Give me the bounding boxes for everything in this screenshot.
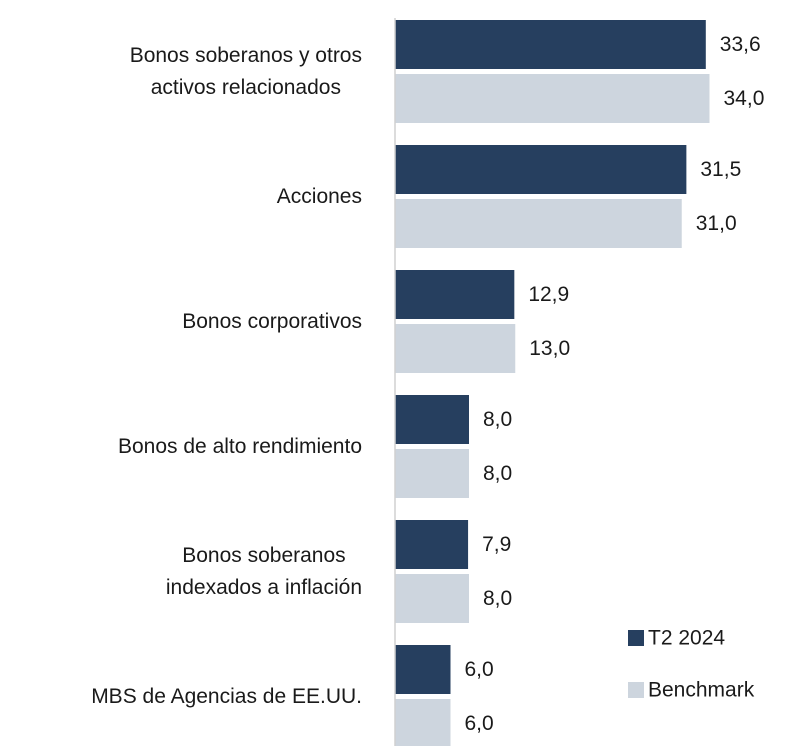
value-label: 31,5: [700, 158, 741, 181]
category-text: Bonos soberanos y otros activos relacion…: [129, 43, 362, 99]
bar: [395, 145, 687, 194]
value-label: 8,0: [483, 587, 512, 610]
legend-swatch: [628, 682, 644, 698]
value-label: 33,6: [720, 33, 761, 56]
bar: [395, 199, 682, 248]
category-label: Bonos corporativos: [0, 306, 362, 338]
value-label: 8,0: [483, 462, 512, 485]
bar: [395, 324, 516, 373]
value-label: 8,0: [483, 408, 512, 431]
bar: [395, 645, 451, 694]
bar: [395, 74, 710, 123]
category-label: MBS de Agencias de EE.UU.: [0, 681, 362, 713]
category-text: MBS de Agencias de EE.UU.: [91, 684, 362, 708]
value-label: 12,9: [528, 283, 569, 306]
category-label: Bonos de alto rendimiento: [0, 431, 362, 463]
category-text: Acciones: [276, 184, 362, 208]
value-label: 6,0: [465, 712, 494, 735]
legend-label: T2 2024: [648, 627, 725, 650]
bar: [395, 574, 469, 623]
category-label: Acciones: [0, 181, 362, 213]
value-label: 7,9: [482, 533, 511, 556]
bar: [395, 699, 451, 746]
category-text: Bonos soberanos indexados a inflación: [165, 543, 362, 599]
bar: [395, 270, 515, 319]
category-text: Bonos de alto rendimiento: [118, 434, 362, 458]
category-text: Bonos corporativos: [182, 309, 362, 333]
bar: [395, 20, 706, 69]
category-label: Bonos soberanos indexados a inflación: [0, 540, 362, 604]
value-label: 6,0: [465, 658, 494, 681]
value-label: 13,0: [529, 337, 570, 360]
bar: [395, 520, 469, 569]
value-label: 34,0: [724, 87, 765, 110]
legend-label: Benchmark: [648, 679, 755, 702]
legend-swatch: [628, 630, 644, 646]
bar: [395, 449, 469, 498]
category-label: Bonos soberanos y otros activos relacion…: [0, 40, 362, 104]
bar: [395, 395, 469, 444]
value-label: 31,0: [696, 212, 737, 235]
